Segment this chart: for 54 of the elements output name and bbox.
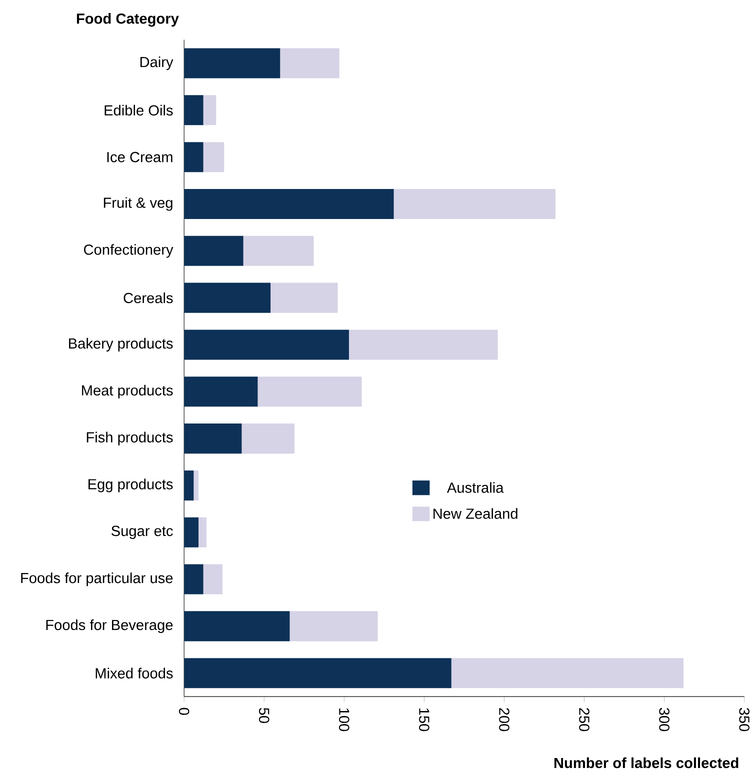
bar: [280, 48, 340, 78]
bar: [184, 330, 349, 360]
bar: [194, 470, 198, 500]
bar: [184, 188, 394, 220]
x-tick-label: 250: [578, 708, 590, 732]
bar: [451, 658, 684, 688]
bar: [184, 658, 452, 688]
x-tick-label: 0: [178, 708, 190, 715]
y-tick-label: Edible Oils: [104, 104, 173, 116]
legend-label: Australia: [446, 482, 504, 493]
y-tick-label: Sugar etc: [111, 526, 173, 539]
bar: [203, 95, 216, 126]
y-tick-label: Confectionery: [84, 244, 174, 258]
y-tick-label: Fish products: [86, 432, 173, 446]
bar: [184, 611, 290, 642]
y-tick-label: Mixed foods: [96, 668, 173, 678]
x-tick-label: 200: [498, 708, 510, 732]
bar: [184, 236, 244, 266]
y-tick-label: Bakery products: [68, 338, 173, 352]
x-tick-label: 50: [258, 708, 270, 724]
bar: [270, 282, 338, 313]
bar: [290, 611, 378, 642]
y-axis-title: Food Category: [76, 13, 179, 27]
x-tick-label: 350: [738, 708, 750, 732]
y-tick-label: Ice Cream: [107, 152, 172, 162]
x-axis-title: Number of labels collected: [554, 757, 738, 768]
y-tick-label: Foods for Beverage: [46, 619, 172, 633]
y-tick-label: Cereals: [124, 292, 173, 304]
legend-label: New Zealand: [433, 508, 518, 519]
y-tick-label: Dairy: [140, 56, 174, 70]
x-tick-label: 150: [418, 708, 430, 732]
bar: [203, 142, 224, 172]
bar: [184, 424, 242, 454]
bar: [184, 564, 204, 594]
x-tick-label: 100: [338, 708, 350, 732]
y-tick-label: Meat products: [82, 384, 173, 398]
x-tick-label: 300: [658, 708, 670, 732]
bar: [258, 376, 362, 407]
bar: [348, 330, 498, 360]
y-tick-label: Fruit & veg: [104, 197, 172, 211]
y-tick-label: Foods for particular use: [21, 572, 172, 586]
bar: [242, 424, 294, 454]
bar: [184, 142, 204, 172]
y-tick-label: Egg products: [88, 478, 173, 492]
bar: [184, 282, 270, 313]
bar: [184, 376, 258, 407]
bar: [184, 95, 204, 126]
bar: [198, 517, 206, 548]
bar: [203, 564, 222, 594]
bar: [394, 188, 556, 220]
bar: [184, 517, 198, 548]
bar: [184, 48, 280, 78]
bar: [243, 236, 314, 266]
bar: [184, 470, 194, 500]
